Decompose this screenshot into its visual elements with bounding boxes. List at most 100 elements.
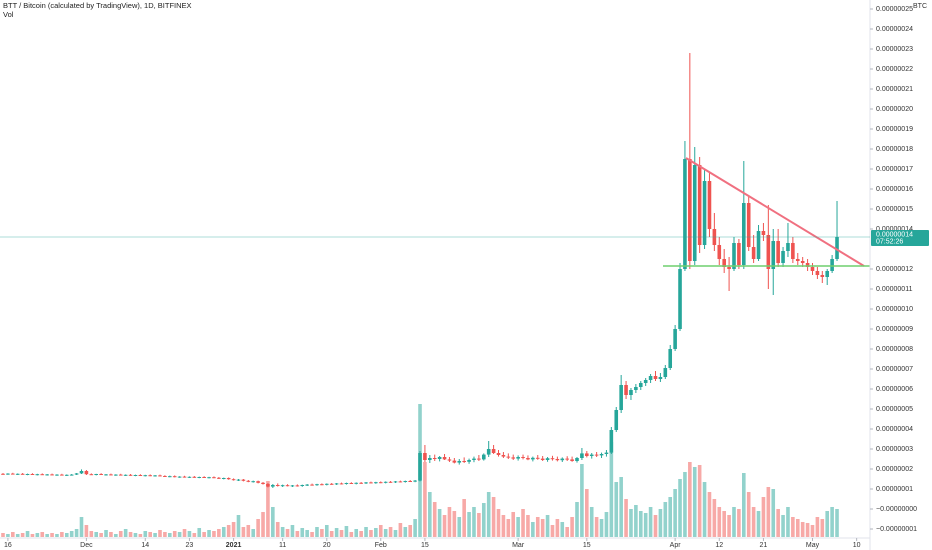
candle-body [202,477,206,478]
candle-body [79,471,84,474]
volume-bar [212,531,216,537]
volume-bar [830,507,834,537]
y-tick-label: 0.00000016 [876,186,913,193]
candle-body [148,475,152,477]
volume-bar [820,519,825,537]
volume-bar [688,462,692,537]
candle-body [11,473,15,475]
y-tick-label: 0.00000006 [876,386,913,393]
candle-body [251,481,256,483]
candle-body [486,449,491,455]
candle-body [423,453,427,460]
candle-body [432,458,437,459]
candle-body [60,474,64,476]
volume-bar [550,525,555,537]
volume-bar [580,464,584,537]
volume-bar [378,525,383,537]
volume-bar [172,531,177,537]
volume-bar [560,522,565,537]
volume-bar [491,497,496,537]
volume-bar [805,523,810,537]
candle-body [246,480,251,482]
volume-bar [300,528,305,537]
candle-body [15,473,20,475]
candle-body [477,458,481,460]
candle-body [428,458,432,460]
candle-body [182,476,187,478]
y-tick-label: 0.00000017 [876,166,913,173]
candle-body [99,474,103,475]
volume-bar [585,489,589,537]
candle-body [462,461,466,462]
y-tick-label: 0.00000003 [876,446,913,453]
last-price-label: 0.00000014 [876,231,913,238]
candle-body [187,476,192,478]
volume-bar [535,517,540,537]
volume-bar [663,502,668,537]
volume-bar [45,534,49,537]
volume-layer [1,404,839,537]
candle-body [810,267,815,271]
volume-bar [148,532,152,537]
candle-body [786,243,790,251]
x-tick-label: 21 [760,542,768,549]
volume-bar [285,529,290,537]
volume-bar [261,512,265,537]
volume-bar [315,527,319,537]
candle-body [30,474,35,475]
chart-title: BTT / Bitcoin (calculated by TradingView… [3,1,192,10]
candle-body [177,476,182,478]
candle-body [123,474,128,476]
x-tick-label: 11 [279,542,286,549]
volume-bar [629,509,633,537]
candle-body [771,241,776,269]
volume-bar [280,527,285,537]
volume-bar [481,503,486,537]
candle-body [447,459,452,461]
y-tick-label: 0.00000025 [876,6,913,13]
candle-body [74,473,79,475]
volume-bar [369,530,373,537]
volume-bar [531,522,535,537]
candle-body [589,454,594,456]
candle-body [800,261,805,263]
volume-bar [555,519,560,537]
candle-body [114,474,118,476]
volume-bar [290,525,295,537]
volume-bar [506,519,511,537]
volume-bar [310,532,314,537]
y-tick-label: 0.00000001 [876,486,913,493]
candle-body [231,479,236,481]
candle-body [511,457,516,459]
volume-bar [168,533,172,537]
volume-bar [55,534,59,537]
volume-bar [344,526,349,537]
volume-bar [275,522,280,537]
volume-bar [795,519,800,537]
volume-bar [94,532,99,537]
volume-bar [737,509,741,537]
x-tick-label: 20 [323,542,331,549]
volume-bar [383,529,388,537]
volume-bar [374,528,378,537]
volume-bar [123,529,128,537]
candle-body [35,474,40,476]
candle-body [481,454,486,460]
candle-body [805,263,810,267]
volume-bar [138,534,143,537]
volume-bar [771,489,776,537]
y-tick-label: 0.00000007 [876,366,913,373]
volume-bar [653,515,658,537]
x-tick-label: Mar [512,542,525,549]
volume-bar [104,530,108,537]
volume-bar [717,507,722,537]
candle-body [638,383,643,387]
volume-bar [540,519,545,537]
candle-body [344,483,349,484]
volume-bar [501,515,506,537]
volume-bar [589,507,594,537]
candle-body [6,473,10,475]
candle-body [751,247,756,259]
candle-body [261,482,265,484]
